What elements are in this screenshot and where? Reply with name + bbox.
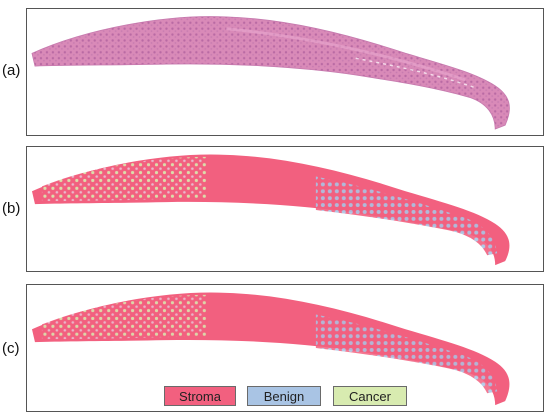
panel-a-label: (a): [2, 62, 21, 79]
panel-b-label: (b): [2, 200, 21, 217]
legend-cancer: Cancer: [333, 386, 407, 406]
tissue-segmentation-overlay: [31, 292, 510, 406]
panel-b-image: [26, 146, 544, 272]
panel-a-image: [26, 8, 544, 136]
panel-c-label: (c): [2, 340, 20, 357]
legend-stroma: Stroma: [164, 386, 236, 406]
tissue-he-stained-section: [31, 16, 510, 130]
tissue-segmentation-overlay: [31, 154, 510, 266]
legend-benign: Benign: [247, 386, 321, 406]
